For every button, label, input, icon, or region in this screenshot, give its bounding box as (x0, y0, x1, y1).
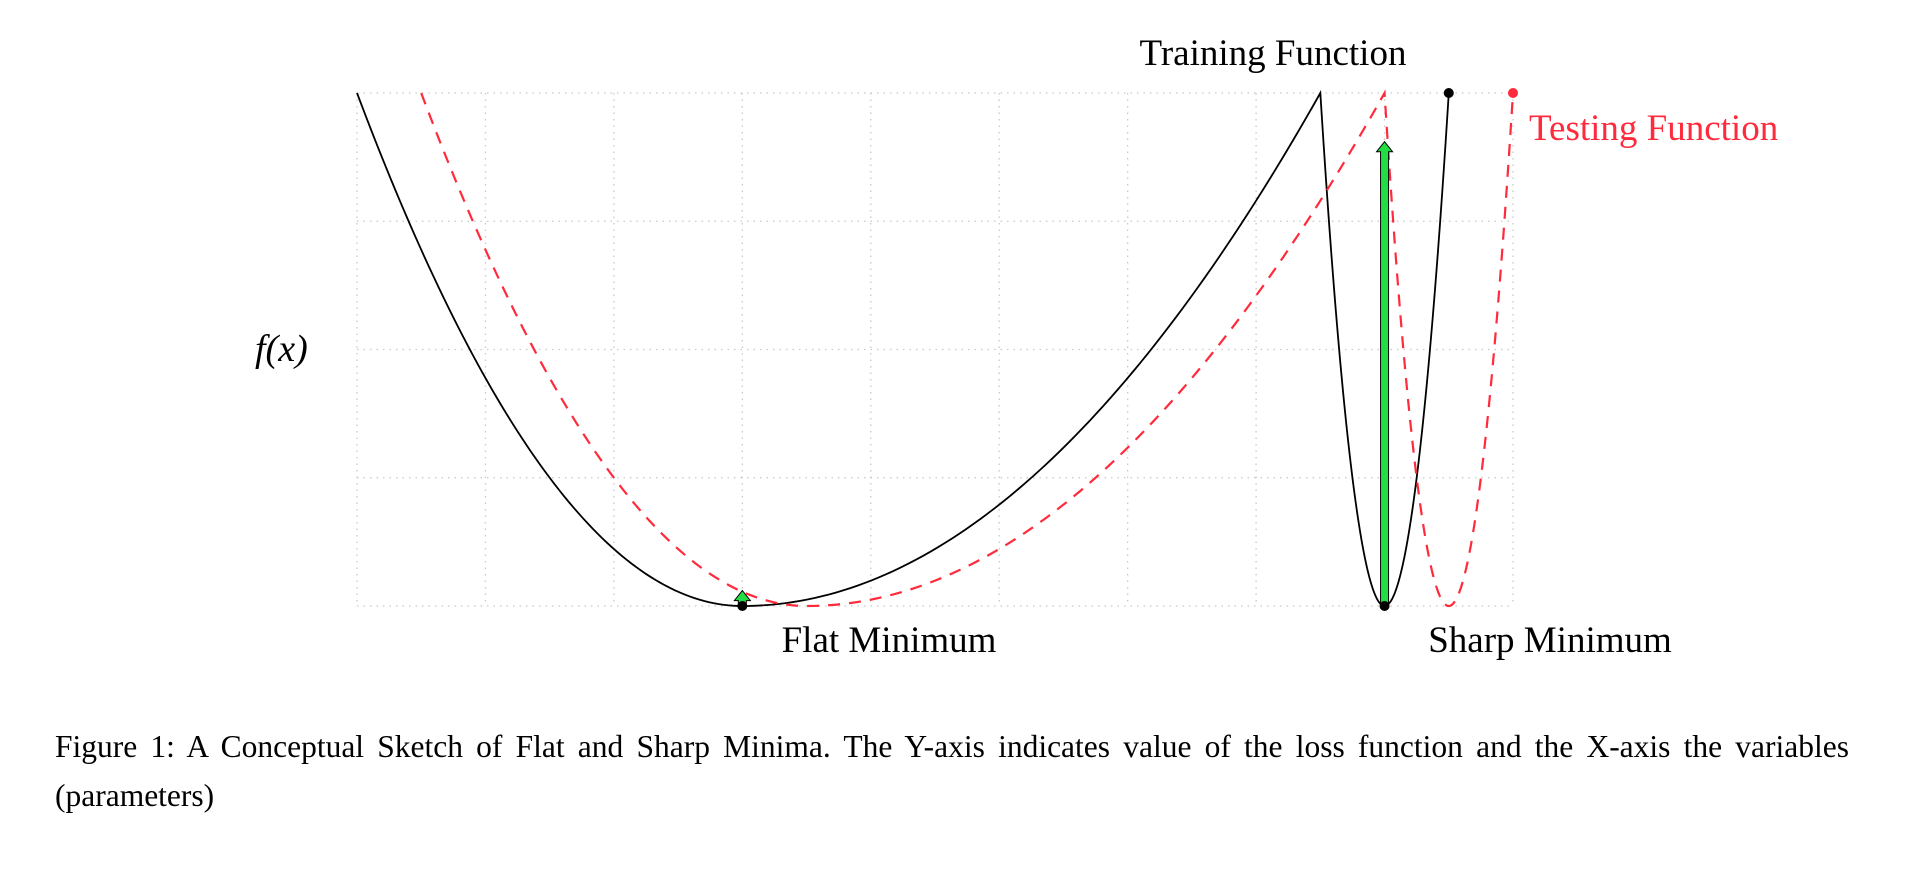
testing-function-curve (420, 89, 1515, 608)
training-function-curve (356, 89, 1450, 607)
point-marker (1379, 601, 1390, 611)
point-marker (1508, 88, 1518, 98)
sharp-minimum-label: Sharp Minimum (1428, 620, 1672, 661)
testing-function-label: Testing Function (1529, 108, 1779, 149)
point-marker (737, 601, 748, 611)
training-function-label: Training Function (1139, 33, 1407, 74)
point-marker (1443, 88, 1454, 98)
y-axis-label: f(x) (255, 328, 308, 370)
green-arrow (1375, 140, 1394, 607)
figure-caption: Figure 1: A Conceptual Sketch of Flat an… (55, 729, 1849, 813)
flat-minimum-label: Flat Minimum (781, 620, 997, 661)
